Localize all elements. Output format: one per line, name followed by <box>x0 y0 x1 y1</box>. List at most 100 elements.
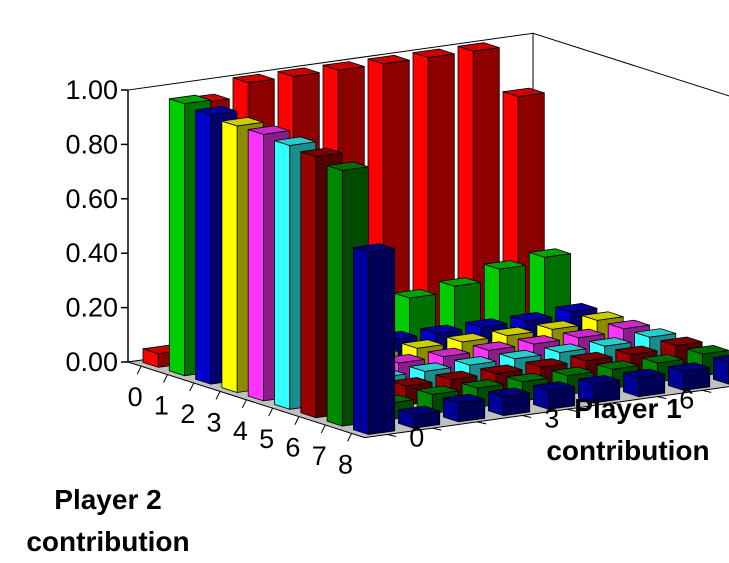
bar-top-face <box>536 320 579 330</box>
bar-top-face <box>641 353 684 364</box>
bar-top-face <box>352 243 396 253</box>
bar-top-face <box>461 379 504 389</box>
bar-front-left-face <box>195 109 212 385</box>
bar-top-face <box>274 136 317 146</box>
bar-top-face <box>589 337 632 347</box>
bar <box>397 405 441 429</box>
bar-top-face <box>195 105 238 116</box>
bar-front-left-face <box>300 151 317 419</box>
bar-top-face <box>168 94 212 105</box>
x-axis-title-line1: Player 2 <box>54 484 161 515</box>
y-tick-mark <box>477 421 487 425</box>
x-tick-label: 3 <box>207 407 222 437</box>
bar-top-face <box>326 161 369 171</box>
x-tick-label: 1 <box>154 391 169 421</box>
y-axis-title-line1: Player 1 <box>574 393 681 424</box>
bar-top-face <box>578 374 621 385</box>
bar-top-face <box>472 341 515 351</box>
bar-top-face <box>555 302 598 313</box>
bar-top-face <box>465 318 508 328</box>
bar-front-left-face <box>274 140 291 410</box>
bar-top-face <box>660 336 703 347</box>
z-tick-label: 0.60 <box>65 184 118 214</box>
bar-top-face <box>427 347 470 358</box>
bar <box>668 362 711 391</box>
y-axis-title-line2: contribution <box>546 435 709 466</box>
bar-top-face <box>221 117 264 127</box>
bar-top-face <box>607 319 650 330</box>
bar <box>457 42 500 324</box>
z-tick-label: 0.80 <box>65 129 118 159</box>
bar-top-face <box>393 288 437 299</box>
bar-top-face <box>570 351 613 362</box>
x-tick-mark <box>189 382 195 392</box>
z-axis-ticks: 0.00 0.20 0.40 0.60 0.80 1.00 <box>65 75 128 377</box>
bar-top-face <box>502 87 545 97</box>
y-tick-label: 3 <box>544 404 559 434</box>
y-tick-mark <box>612 402 622 406</box>
x-tick-label: 6 <box>285 433 300 463</box>
bar-top-face <box>277 67 320 77</box>
bar-front-left-face <box>221 120 238 393</box>
x-tick-mark <box>320 424 326 434</box>
bar <box>713 354 729 385</box>
z-tick-label: 0.00 <box>65 347 118 377</box>
x-tick-label: 0 <box>128 382 143 412</box>
z-tick-label: 0.20 <box>65 293 118 323</box>
bar-top-face <box>457 42 500 52</box>
bar-top-face <box>397 405 441 416</box>
bar-top-face <box>446 332 489 343</box>
bar-front-left-face <box>412 52 429 330</box>
z-tick-label: 0.40 <box>65 238 118 268</box>
y-tick-mark <box>657 396 667 400</box>
x-axis-title-line2: contribution <box>26 526 189 557</box>
bar-top-face <box>480 364 523 374</box>
x-tick-label: 8 <box>338 449 353 479</box>
bar-top-face <box>668 362 711 372</box>
bar-top-face <box>596 360 639 370</box>
bar-top-face <box>487 387 531 398</box>
y-tick-mark <box>567 408 577 412</box>
bar-top-face <box>454 356 497 366</box>
y-tick-mark <box>432 427 442 431</box>
bar-top-face <box>322 61 365 71</box>
x-tick-mark <box>347 433 352 442</box>
bar <box>352 243 396 435</box>
x-tick-mark <box>268 407 274 417</box>
bar-top-face <box>483 260 526 270</box>
y-tick-label: 6 <box>679 385 694 415</box>
bar-top-face <box>416 385 459 395</box>
bar-top-face <box>367 54 410 65</box>
x-tick-label: 4 <box>233 416 248 446</box>
bar <box>442 393 486 423</box>
bar-top-face <box>581 311 624 321</box>
bars-group <box>142 42 729 435</box>
bar <box>533 381 576 410</box>
x-tick-mark <box>215 391 221 400</box>
x-tick-mark <box>241 399 247 409</box>
bar-top-face <box>435 370 478 381</box>
bar-top-face <box>615 345 658 356</box>
bar <box>578 374 621 404</box>
bar-top-face <box>634 328 677 338</box>
y-tick-label: 0 <box>409 422 424 452</box>
bar-top-face <box>409 362 452 372</box>
bar-top-face <box>562 328 605 339</box>
bar-top-face <box>686 344 729 355</box>
bar-top-face <box>499 349 542 360</box>
bar-top-face <box>623 368 666 379</box>
x-tick-label: 7 <box>312 441 327 471</box>
x-tick-label: 2 <box>180 399 195 429</box>
bar-top-face <box>247 125 290 135</box>
bar-top-face <box>510 311 553 322</box>
x-tick-mark <box>163 374 168 383</box>
bar-front-left-face <box>352 246 370 435</box>
bar-front-left-face <box>326 165 343 427</box>
y-tick-mark <box>522 415 532 419</box>
bar-top-face <box>491 326 534 337</box>
bar-top-face <box>528 248 571 258</box>
bar-top-face <box>442 393 486 404</box>
bar-top-face <box>438 277 482 287</box>
